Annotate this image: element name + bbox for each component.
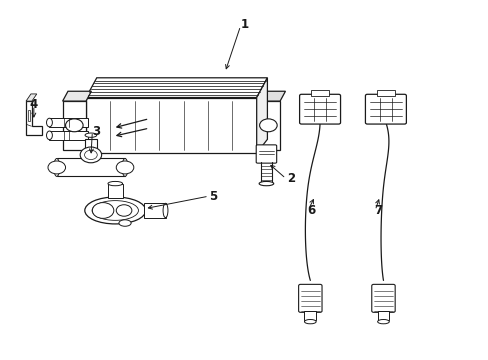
Ellipse shape	[377, 319, 388, 324]
Ellipse shape	[259, 181, 273, 186]
Polygon shape	[62, 91, 91, 101]
Ellipse shape	[46, 118, 52, 127]
Bar	[143, 203, 165, 218]
Ellipse shape	[119, 220, 131, 226]
Bar	[57, 158, 125, 176]
Ellipse shape	[122, 158, 128, 176]
Bar	[304, 311, 316, 320]
Polygon shape	[62, 101, 86, 149]
Ellipse shape	[92, 201, 138, 220]
Text: 3: 3	[92, 125, 100, 138]
Bar	[85, 139, 97, 160]
Circle shape	[80, 147, 102, 163]
Bar	[376, 90, 394, 96]
Text: 6: 6	[307, 204, 315, 217]
Ellipse shape	[85, 133, 97, 137]
Ellipse shape	[84, 197, 145, 224]
Circle shape	[84, 150, 97, 159]
Polygon shape	[26, 94, 37, 101]
Circle shape	[259, 119, 277, 132]
Polygon shape	[256, 101, 280, 149]
Ellipse shape	[46, 131, 52, 140]
Text: 5: 5	[208, 190, 217, 203]
Ellipse shape	[54, 158, 60, 176]
Ellipse shape	[304, 319, 316, 324]
Ellipse shape	[163, 203, 167, 218]
Text: 1: 1	[240, 18, 248, 31]
Text: 4: 4	[30, 98, 38, 111]
FancyBboxPatch shape	[299, 94, 340, 124]
Text: 7: 7	[374, 204, 382, 217]
Polygon shape	[86, 98, 256, 153]
Circle shape	[92, 203, 114, 219]
Bar	[49, 118, 88, 127]
Bar	[377, 311, 388, 320]
Circle shape	[48, 161, 65, 174]
Bar	[49, 131, 88, 140]
Circle shape	[65, 119, 83, 132]
FancyBboxPatch shape	[298, 284, 322, 312]
Polygon shape	[256, 91, 285, 101]
Circle shape	[116, 205, 132, 216]
Ellipse shape	[108, 181, 122, 186]
Bar	[27, 110, 30, 121]
FancyBboxPatch shape	[256, 145, 276, 163]
Polygon shape	[26, 101, 41, 135]
Text: 2: 2	[286, 172, 294, 185]
Circle shape	[116, 161, 134, 174]
Bar	[108, 184, 122, 198]
Polygon shape	[86, 78, 267, 98]
Bar	[310, 90, 329, 96]
Polygon shape	[256, 78, 267, 153]
FancyBboxPatch shape	[371, 284, 394, 312]
FancyBboxPatch shape	[365, 94, 406, 124]
